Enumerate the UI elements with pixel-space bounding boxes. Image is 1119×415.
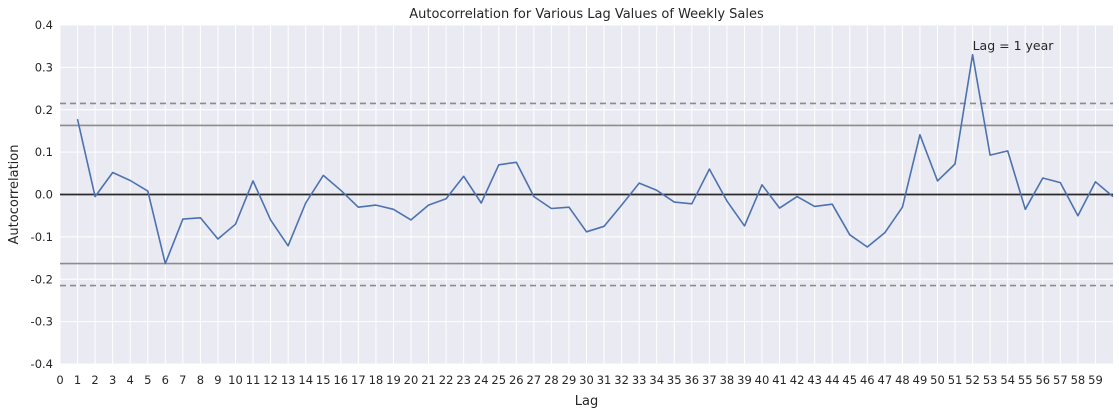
x-tick-label: 36 — [684, 373, 699, 387]
x-tick-label: 44 — [825, 373, 840, 387]
x-tick-label: 14 — [298, 373, 313, 387]
x-tick-label: 15 — [316, 373, 331, 387]
x-tick-label: 4 — [127, 373, 134, 387]
x-tick-label: 2 — [91, 373, 98, 387]
y-tick-label: 0.4 — [35, 18, 53, 32]
x-tick-label: 13 — [281, 373, 296, 387]
x-tick-label: 53 — [983, 373, 998, 387]
reference-lines — [60, 102, 1113, 287]
x-tick-label: 3 — [109, 373, 116, 387]
x-tick-label: 58 — [1071, 373, 1086, 387]
x-tick-label: 37 — [702, 373, 717, 387]
x-tick-label: 12 — [263, 373, 278, 387]
y-tick-label: -0.4 — [31, 357, 53, 371]
x-tick-label: 6 — [162, 373, 169, 387]
x-tick-label: 30 — [579, 373, 594, 387]
x-tick-label: 54 — [1000, 373, 1015, 387]
x-tick-label: 52 — [965, 373, 980, 387]
y-axis-label: Autocorrelation — [7, 145, 22, 245]
x-tick-label: 1 — [74, 373, 81, 387]
x-axis-label: Lag — [575, 394, 598, 409]
x-tick-label: 22 — [439, 373, 454, 387]
x-tick-label: 23 — [456, 373, 471, 387]
x-tick-labels: 0 1 2 3 4 5 6 7 8 9 10 11 12 13 14 15 16 17 18 19 20 21 22 23 24… — [56, 373, 1102, 387]
y-tick-label: 0.0 — [35, 188, 53, 202]
y-tick-label: 0.1 — [35, 145, 53, 159]
x-tick-label: 0 — [56, 373, 63, 387]
x-tick-label: 27 — [527, 373, 542, 387]
chart-title: Autocorrelation for Various Lag Values o… — [409, 7, 764, 22]
y-tick-label: -0.2 — [31, 272, 53, 286]
x-tick-label: 51 — [948, 373, 963, 387]
x-tick-label: 9 — [214, 373, 221, 387]
x-tick-label: 47 — [878, 373, 893, 387]
x-tick-label: 41 — [772, 373, 787, 387]
y-tick-label: 0.2 — [35, 103, 53, 117]
x-tick-label: 34 — [649, 373, 664, 387]
x-tick-label: 46 — [860, 373, 875, 387]
x-tick-label: 42 — [790, 373, 805, 387]
x-tick-label: 45 — [842, 373, 857, 387]
x-tick-label: 55 — [1018, 373, 1033, 387]
x-tick-label: 29 — [562, 373, 577, 387]
x-tick-label: 56 — [1035, 373, 1050, 387]
x-tick-label: 25 — [491, 373, 506, 387]
x-tick-label: 21 — [421, 373, 436, 387]
x-tick-label: 16 — [333, 373, 348, 387]
y-tick-labels: 0.4 0.3 0.2 0.1 0.0 -0.1 -0.2 -0.3 -0.4 — [31, 18, 53, 371]
y-tick-label: 0.3 — [35, 60, 53, 74]
x-tick-label: 39 — [737, 373, 752, 387]
x-tick-label: 19 — [386, 373, 401, 387]
x-tick-label: 31 — [597, 373, 612, 387]
x-tick-label: 40 — [755, 373, 770, 387]
autocorrelation-series-line — [76, 53, 1114, 265]
x-tick-label: 57 — [1053, 373, 1068, 387]
x-tick-label: 20 — [404, 373, 419, 387]
x-tick-label: 8 — [197, 373, 204, 387]
x-tick-label: 10 — [228, 373, 243, 387]
x-tick-label: 50 — [930, 373, 945, 387]
x-tick-label: 18 — [369, 373, 384, 387]
x-tick-label: 5 — [144, 373, 151, 387]
x-tick-label: 28 — [544, 373, 559, 387]
x-tick-label: 7 — [179, 373, 186, 387]
x-tick-label: 59 — [1088, 373, 1103, 387]
x-tick-label: 32 — [614, 373, 629, 387]
x-tick-label: 38 — [720, 373, 735, 387]
x-tick-label: 43 — [807, 373, 822, 387]
x-tick-label: 49 — [913, 373, 928, 387]
y-tick-label: -0.3 — [31, 315, 53, 329]
x-tick-label: 24 — [474, 373, 489, 387]
x-tick-label: 26 — [509, 373, 524, 387]
x-tick-label: 17 — [351, 373, 366, 387]
x-tick-label: 33 — [632, 373, 647, 387]
lag-one-year-annotation: Lag = 1 year — [973, 38, 1055, 53]
x-tick-label: 48 — [895, 373, 910, 387]
x-tick-label: 11 — [246, 373, 261, 387]
series-group — [76, 53, 1114, 265]
y-tick-label: -0.1 — [31, 230, 53, 244]
x-tick-label: 35 — [667, 373, 682, 387]
